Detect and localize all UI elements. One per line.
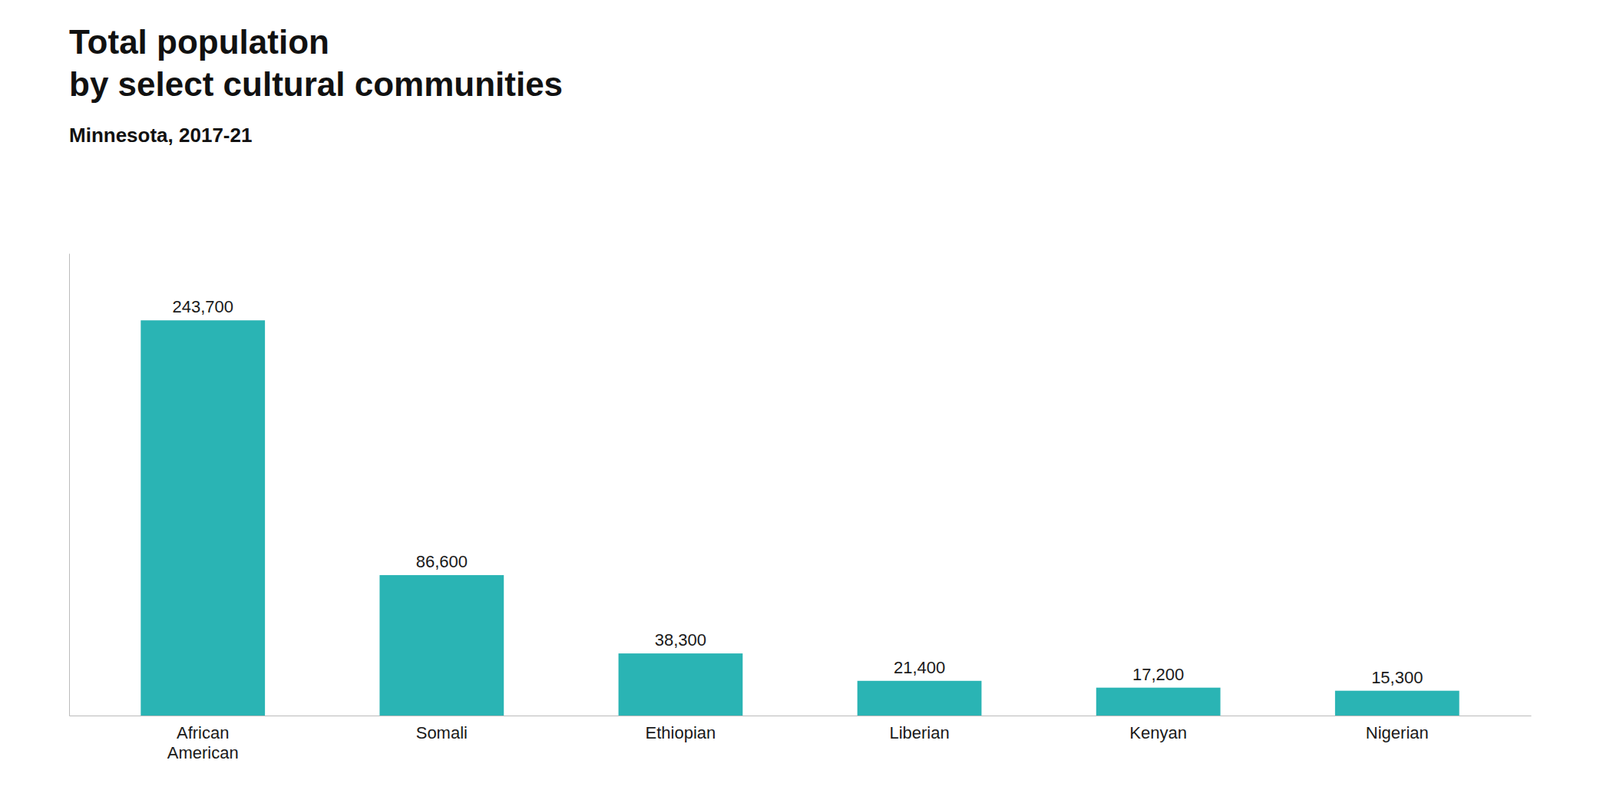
x-tick-label-line: Somali [416,723,468,743]
x-tick: Liberian [889,715,949,743]
x-tick-label: AfricanAmerican [167,723,239,763]
data-label: 17,200 [1132,664,1184,685]
data-label: 15,300 [1371,667,1423,688]
bar [1096,687,1221,716]
subtitle: Minnesota, 2017-21 [69,123,252,147]
bar [618,653,744,716]
x-tick-label: Ethiopian [645,723,717,743]
x-tick-label-line: African [176,723,229,743]
x-tick: Somali [416,715,468,743]
data-label: 243,700 [171,297,234,317]
bars [140,320,1459,716]
x-tick-label-line: Nigerian [1365,723,1429,743]
bar [140,320,265,716]
x-tick-label: Kenyan [1129,723,1187,743]
x-tick: AfricanAmerican [167,715,239,763]
x-tick-label-line: Kenyan [1129,723,1187,743]
y-axis-line [69,254,70,717]
chart-container: Total population by select cultural commu… [0,0,1600,800]
x-axis-line [69,715,1532,717]
x-tick: Nigerian [1365,715,1429,743]
chart-svg: Total population by select cultural commu… [0,0,1600,800]
title-line: Total population [69,23,330,61]
bar [857,680,982,716]
x-tick-label: Nigerian [1365,723,1429,743]
x-tick-label-line: Liberian [889,723,949,743]
y-axis [69,254,70,717]
x-tick-label: Liberian [889,723,949,743]
title-line: by select cultural communities [69,65,563,103]
data-labels: 243,700 86,600 38,300 21,400 17,200 15,300 [171,297,1423,687]
x-tick-label: Somali [416,723,468,743]
data-label: 38,300 [654,630,707,650]
bar [379,575,504,716]
x-tick: Kenyan [1129,715,1187,743]
x-axis: AfricanAmerican Somali Ethiopian Liberian Ke… [69,715,1532,763]
data-label: 21,400 [893,657,946,678]
x-tick-label-line: Ethiopian [645,723,717,743]
x-tick-label-line: American [167,743,239,763]
x-tick: Ethiopian [645,715,717,743]
title: Total population by select cultural commu… [69,23,563,103]
data-label: 86,600 [416,552,468,572]
bar [1335,690,1460,716]
plot: AfricanAmerican Somali Ethiopian Liberian Ke… [69,254,1532,764]
